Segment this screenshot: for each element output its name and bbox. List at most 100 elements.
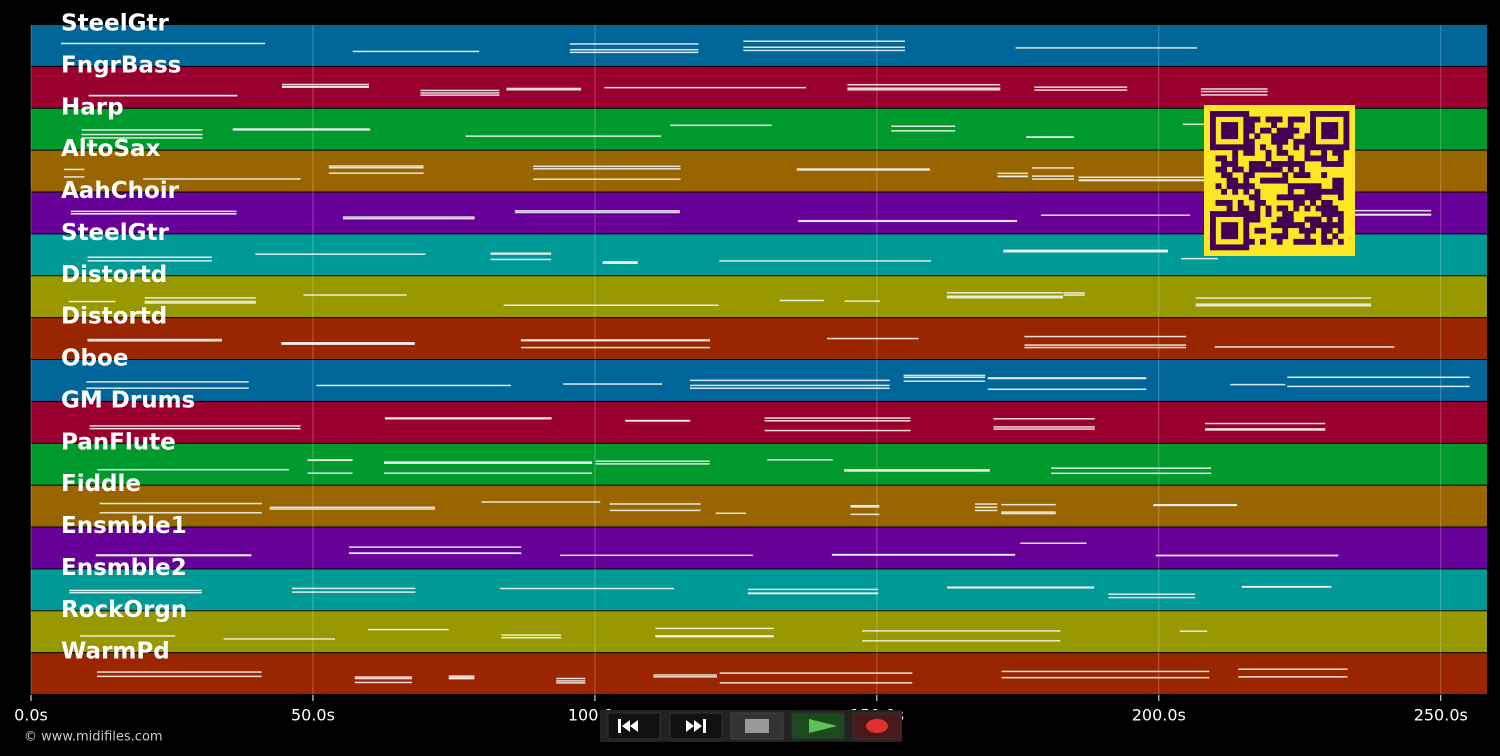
qr-cell: [1243, 122, 1250, 128]
qr-cell: [1243, 144, 1250, 151]
track-row: [31, 443, 1487, 485]
note: [342, 217, 475, 220]
qr-cell: [1326, 188, 1333, 195]
qr-cell: [1276, 238, 1283, 245]
qr-cell: [1310, 199, 1316, 206]
note: [569, 51, 699, 54]
qr-cell: [1276, 222, 1283, 229]
note: [291, 587, 416, 590]
note: [1001, 503, 1056, 506]
note: [1238, 676, 1348, 678]
qr-cell: [1321, 233, 1328, 240]
qr-cell: [1226, 111, 1233, 117]
qr-cell: [1243, 205, 1250, 212]
qr-cell: [1254, 199, 1261, 206]
note: [69, 591, 202, 594]
note: [1195, 297, 1372, 299]
qr-cell: [1221, 127, 1227, 134]
qr-cell: [1287, 127, 1294, 134]
note: [87, 340, 222, 342]
qr-cell: [1254, 116, 1261, 123]
qr-cell: [1221, 211, 1227, 217]
forward-button[interactable]: [669, 712, 723, 740]
qr-cell: [1248, 166, 1255, 173]
note: [602, 261, 638, 263]
qr-cell: [1326, 122, 1333, 128]
note: [354, 681, 412, 684]
qr-cell: [1243, 116, 1250, 123]
qr-cell: [1215, 199, 1222, 206]
note: [269, 508, 435, 510]
note: [81, 137, 203, 139]
qr-cell: [1282, 194, 1289, 201]
note: [1003, 251, 1169, 253]
note: [569, 48, 699, 51]
qr-cell: [1332, 205, 1339, 212]
qr-cell: [1232, 244, 1239, 251]
qr-cell: [1282, 216, 1289, 223]
qr-cell: [1276, 144, 1283, 151]
qr-cell: [1287, 161, 1294, 167]
qr-cell: [1282, 161, 1289, 167]
note: [316, 384, 512, 387]
qr-cell: [1287, 122, 1294, 128]
note: [689, 387, 890, 390]
qr-cell: [1248, 144, 1255, 151]
qr-cell: [1254, 161, 1261, 167]
qr-cell: [1276, 166, 1283, 173]
note: [307, 459, 353, 462]
qr-cell: [1293, 183, 1300, 190]
qr-cell: [1265, 211, 1272, 217]
qr-cell: [1310, 188, 1316, 195]
qr-cell: [1232, 188, 1239, 195]
note: [70, 213, 237, 215]
note: [354, 676, 412, 678]
play-button[interactable]: [791, 712, 845, 740]
track-row: [31, 276, 1487, 318]
note: [946, 292, 1063, 294]
note: [95, 554, 252, 556]
rewind-button[interactable]: [607, 712, 661, 740]
note: [974, 509, 998, 512]
qr-cell: [1271, 122, 1278, 128]
stop-button[interactable]: [730, 712, 784, 740]
note: [64, 168, 85, 171]
qr-cell: [1232, 183, 1239, 190]
note: [560, 554, 753, 557]
note: [1179, 630, 1208, 632]
qr-cell: [1298, 199, 1305, 206]
qr-cell: [1326, 205, 1333, 212]
qr-cell: [1248, 183, 1255, 190]
note: [563, 383, 663, 385]
qr-cell: [1321, 238, 1328, 245]
qr-cell: [1248, 216, 1255, 223]
note: [328, 165, 424, 167]
qr-cell: [1304, 149, 1311, 156]
note: [303, 294, 407, 296]
note: [891, 130, 956, 132]
qr-cell: [1304, 183, 1311, 190]
qr-cell: [1210, 211, 1216, 217]
qr-cell: [1337, 222, 1344, 229]
note: [420, 92, 500, 94]
qr-cell: [1282, 127, 1289, 134]
qr-cell: [1315, 188, 1322, 195]
note: [448, 676, 475, 679]
note: [743, 49, 905, 52]
note: [609, 503, 701, 505]
qr-cell: [1265, 149, 1272, 156]
record-button[interactable]: [852, 712, 902, 740]
qr-cell: [1254, 194, 1261, 201]
qr-cell: [1293, 199, 1300, 206]
note: [328, 167, 424, 169]
qr-cell: [1254, 216, 1261, 223]
qr-cell: [1321, 149, 1328, 156]
track-row: [31, 485, 1487, 527]
note: [947, 587, 1095, 589]
qr-cell: [1343, 144, 1350, 151]
qr-cell: [1221, 122, 1227, 128]
qr-cell: [1210, 222, 1216, 229]
note: [87, 260, 212, 262]
note: [506, 88, 582, 91]
qr-cell: [1315, 205, 1322, 212]
